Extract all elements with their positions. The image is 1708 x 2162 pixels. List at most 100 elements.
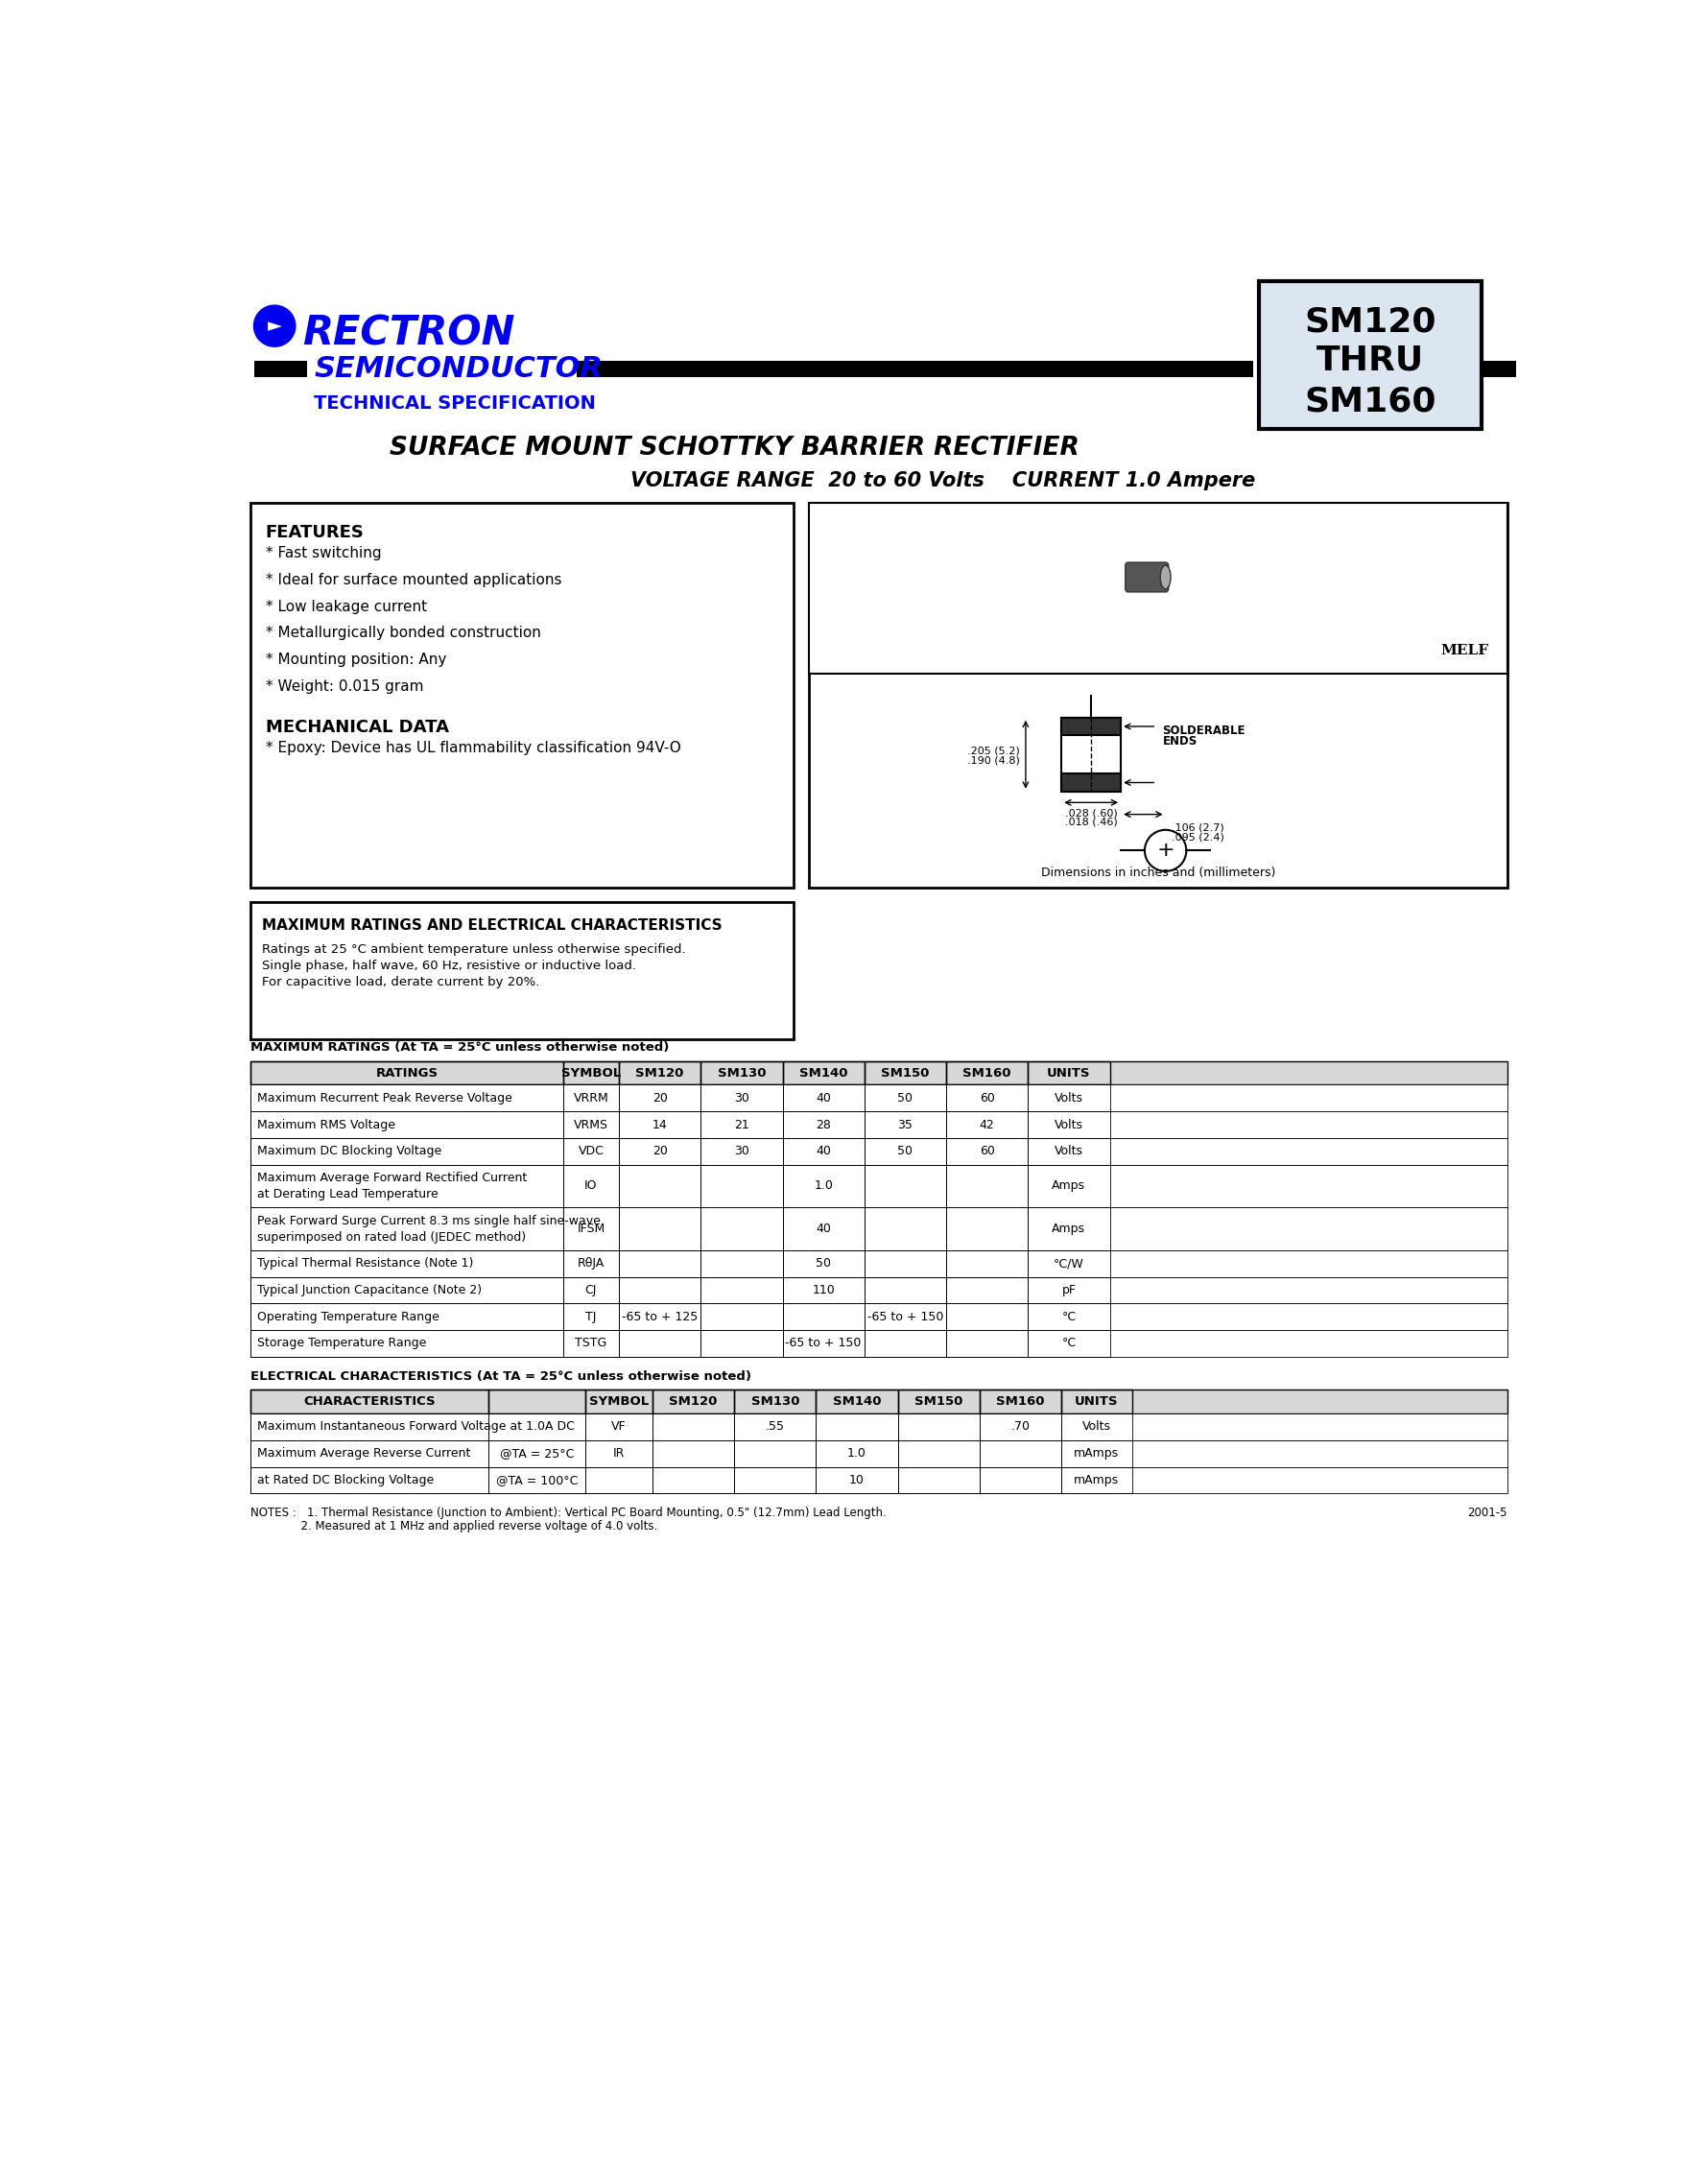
Text: MECHANICAL DATA: MECHANICAL DATA <box>265 720 449 737</box>
Text: 60: 60 <box>979 1146 994 1157</box>
Bar <box>251 1304 1506 1330</box>
Text: RECTRON: RECTRON <box>302 313 516 352</box>
Text: VF: VF <box>611 1420 627 1433</box>
Bar <box>1061 774 1120 791</box>
Bar <box>251 1440 1506 1466</box>
Bar <box>251 1330 1506 1358</box>
Text: CHARACTERISTICS: CHARACTERISTICS <box>304 1394 436 1407</box>
Text: °C/W: °C/W <box>1054 1258 1083 1269</box>
Bar <box>1061 718 1120 791</box>
Bar <box>782 1330 864 1358</box>
Bar <box>864 1085 946 1111</box>
Bar <box>251 1414 488 1440</box>
Text: 40: 40 <box>815 1092 830 1105</box>
Text: 40: 40 <box>815 1146 830 1157</box>
Bar <box>488 1414 586 1440</box>
Bar <box>586 1414 652 1440</box>
Bar <box>1061 718 1120 735</box>
Text: Ratings at 25 °C ambient temperature unless otherwise specified.: Ratings at 25 °C ambient temperature unl… <box>261 943 685 956</box>
Text: RθJA: RθJA <box>577 1258 605 1269</box>
Bar <box>782 1085 864 1111</box>
Text: * Mounting position: Any: * Mounting position: Any <box>265 653 446 666</box>
Bar <box>251 1278 564 1304</box>
Text: SYMBOL: SYMBOL <box>560 1066 620 1079</box>
Bar <box>1027 1250 1108 1278</box>
Bar <box>1027 1206 1108 1250</box>
Bar <box>700 1062 782 1085</box>
Bar <box>946 1111 1027 1137</box>
Text: Typical Junction Capacitance (Note 2): Typical Junction Capacitance (Note 2) <box>256 1284 482 1297</box>
Text: Amps: Amps <box>1052 1224 1085 1235</box>
Bar <box>1061 1466 1131 1494</box>
Bar <box>700 1304 782 1330</box>
Text: SM160: SM160 <box>1303 385 1435 417</box>
Bar <box>1027 1062 1108 1085</box>
Bar <box>700 1278 782 1304</box>
FancyBboxPatch shape <box>1124 562 1168 592</box>
Bar <box>251 1390 1506 1414</box>
Bar <box>946 1085 1027 1111</box>
Text: Typical Thermal Resistance (Note 1): Typical Thermal Resistance (Note 1) <box>256 1258 473 1269</box>
Text: IFSM: IFSM <box>577 1224 605 1235</box>
Text: * Ideal for surface mounted applications: * Ideal for surface mounted applications <box>265 573 562 588</box>
Bar <box>618 1304 700 1330</box>
Bar <box>864 1111 946 1137</box>
Bar <box>564 1206 618 1250</box>
Text: Peak Forward Surge Current 8.3 ms single half sine-wave
superimposed on rated lo: Peak Forward Surge Current 8.3 ms single… <box>256 1215 600 1243</box>
Bar <box>815 1440 897 1466</box>
Bar <box>251 1466 1506 1494</box>
Text: RATINGS: RATINGS <box>376 1066 437 1079</box>
Bar <box>251 1440 488 1466</box>
Bar <box>251 1330 564 1358</box>
Bar <box>946 1165 1027 1206</box>
Bar <box>488 1466 586 1494</box>
Circle shape <box>1144 830 1185 871</box>
Text: .55: .55 <box>765 1420 784 1433</box>
Text: UNITS: UNITS <box>1074 1394 1119 1407</box>
Bar <box>782 1062 864 1085</box>
Bar <box>1061 1390 1131 1414</box>
Text: SM150: SM150 <box>881 1066 929 1079</box>
Text: mAmps: mAmps <box>1074 1446 1119 1459</box>
Bar <box>782 1206 864 1250</box>
Bar <box>251 1304 564 1330</box>
Text: pF: pF <box>1061 1284 1076 1297</box>
Text: +: + <box>1156 841 1173 860</box>
Bar <box>815 1390 897 1414</box>
Text: IR: IR <box>613 1446 625 1459</box>
Bar <box>979 1440 1061 1466</box>
Bar <box>1027 1165 1108 1206</box>
Text: IO: IO <box>584 1180 598 1191</box>
Text: -65 to + 150: -65 to + 150 <box>866 1310 943 1323</box>
Bar <box>1481 361 1515 376</box>
Text: SM130: SM130 <box>717 1066 765 1079</box>
Bar <box>564 1278 618 1304</box>
Text: SM140: SM140 <box>799 1066 847 1079</box>
Text: * Metallurgically bonded construction: * Metallurgically bonded construction <box>265 627 541 640</box>
Bar <box>782 1278 864 1304</box>
Text: 60: 60 <box>979 1092 994 1105</box>
Bar <box>1061 1414 1131 1440</box>
Bar <box>251 1062 564 1085</box>
Bar <box>946 1206 1027 1250</box>
Bar <box>946 1278 1027 1304</box>
Text: * Fast switching: * Fast switching <box>265 547 381 560</box>
Bar <box>946 1062 1027 1085</box>
Bar <box>979 1390 1061 1414</box>
Text: .106 (2.7): .106 (2.7) <box>1170 824 1223 832</box>
Bar <box>618 1330 700 1358</box>
Text: 42: 42 <box>979 1118 994 1131</box>
Bar <box>734 1390 815 1414</box>
Text: Storage Temperature Range: Storage Temperature Range <box>256 1336 425 1349</box>
Text: .028 (.60): .028 (.60) <box>1064 809 1117 817</box>
Bar <box>782 1304 864 1330</box>
Text: SM160: SM160 <box>996 1394 1044 1407</box>
Text: SM120: SM120 <box>670 1394 717 1407</box>
Bar <box>652 1466 734 1494</box>
Text: * Epoxy: Device has UL flammability classification 94V-O: * Epoxy: Device has UL flammability clas… <box>265 742 680 755</box>
Bar <box>734 1440 815 1466</box>
Text: SOLDERABLE: SOLDERABLE <box>1161 724 1245 737</box>
Bar <box>251 1085 1506 1111</box>
Text: SM130: SM130 <box>750 1394 799 1407</box>
Bar <box>864 1250 946 1278</box>
